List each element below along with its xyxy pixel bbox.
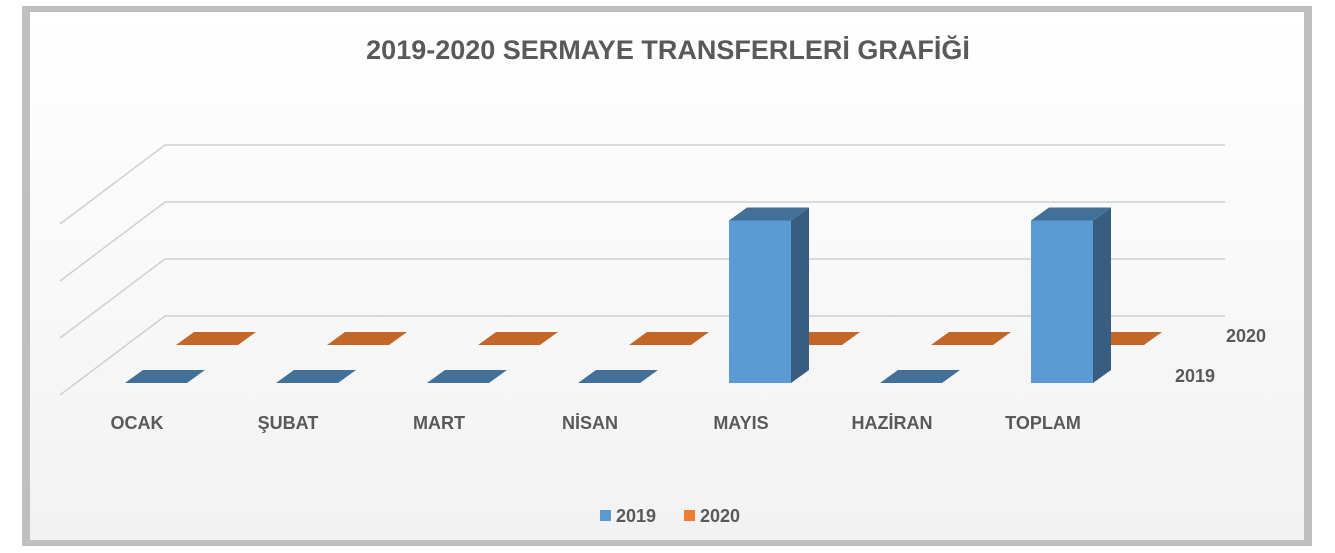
bar [478, 332, 558, 345]
bar-face [931, 332, 1011, 345]
bar-face [1093, 207, 1111, 383]
x-tick-label: ŞUBAT [258, 413, 319, 433]
depth-tick-label: 2020 [1226, 326, 1266, 346]
bar-face [125, 370, 205, 383]
bar [1031, 207, 1111, 383]
bar [176, 332, 256, 345]
bar-face [791, 207, 809, 383]
bar-face [1031, 207, 1111, 221]
bar-face [478, 332, 558, 345]
legend-label: 2020 [700, 506, 740, 526]
grid-line [59, 258, 1225, 339]
legend-label: 2019 [616, 506, 656, 526]
bar [880, 370, 960, 383]
bar-face [427, 370, 507, 383]
bar [276, 370, 356, 383]
bar [629, 332, 709, 345]
bar [125, 370, 205, 383]
bar [327, 332, 407, 345]
x-tick-label: MAYIS [713, 413, 768, 433]
bar-face [327, 332, 407, 345]
bar [729, 207, 809, 383]
bar [578, 370, 658, 383]
bar-face [629, 332, 709, 345]
x-tick-label: MART [413, 413, 465, 433]
chart-title: 2019-2020 SERMAYE TRANSFERLERİ GRAFİĞİ [366, 34, 970, 65]
bar [427, 370, 507, 383]
legend-swatch [600, 510, 611, 521]
x-tick-label: NİSAN [562, 413, 618, 433]
bar [931, 332, 1011, 345]
bar-face [880, 370, 960, 383]
bar-face [729, 207, 809, 221]
legend-swatch [684, 510, 695, 521]
grid-line [59, 144, 1225, 225]
bar-face [729, 220, 791, 383]
bar-face [176, 332, 256, 345]
x-tick-label: OCAK [111, 413, 164, 433]
bar-face [276, 370, 356, 383]
bar-face [1031, 220, 1093, 383]
grid-line [59, 201, 1225, 282]
frame [30, 12, 1304, 540]
x-tick-label: HAZİRAN [852, 413, 933, 433]
bar-face [578, 370, 658, 383]
x-tick-label: TOPLAM [1005, 413, 1081, 433]
grid-line [59, 315, 1225, 396]
depth-tick-label: 2019 [1175, 366, 1215, 386]
